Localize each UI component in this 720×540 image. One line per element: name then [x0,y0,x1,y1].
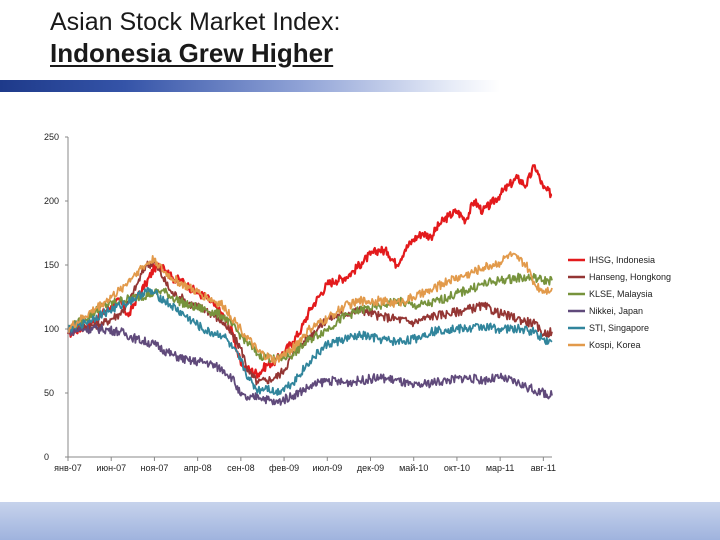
legend-label-4: Nikkei, Japan [589,306,643,316]
x-tick-label: июл-09 [312,463,342,473]
x-tick-label: июн-07 [96,463,126,473]
y-tick-label: 0 [44,452,49,462]
x-tick-label: сен-08 [227,463,254,473]
y-tick-label: 100 [44,324,59,334]
x-tick-label: май-10 [399,463,428,473]
y-tick-label: 200 [44,196,59,206]
legend-label-6: Kospi, Korea [589,340,641,350]
slide-title-line2: Indonesia Grew Higher [50,38,334,68]
series-line-1 [66,164,553,379]
x-tick-label: дек-09 [357,463,384,473]
x-tick-label: апр-08 [184,463,212,473]
series-line-3 [67,272,553,364]
legend-label-2: Hanseng, Hongkong [589,272,671,282]
slide-title-line1: Asian Stock Market Index: [50,8,341,36]
line-chart: 0 50 100 150 200 250 янв-07 июн-07 ноя-07 апр-08 с… [44,132,671,473]
series-line-5 [67,286,553,396]
x-tick-label: фев-09 [269,463,299,473]
legend-label-3: KLSE, Malaysia [589,289,653,299]
x-tick-label: авг-11 [531,463,556,473]
legend-label-1: IHSG, Indonesia [589,255,655,265]
series-line-2 [67,260,553,386]
footer-band [0,502,720,540]
x-tick-label: янв-07 [54,463,82,473]
legend-label-5: STI, Singapore [589,323,649,333]
series-line-6 [67,251,553,365]
axes: 0 50 100 150 200 250 янв-07 июн-07 ноя-07 апр-08 с… [44,132,556,473]
legend: IHSG, Indonesia Hanseng, Hongkong KLSE, Ma… [568,255,671,350]
y-tick-label: 250 [44,132,59,142]
x-tick-label: ноя-07 [140,463,168,473]
plot-area [66,164,553,406]
series-line-4 [67,323,553,406]
title-gradient-rule [0,80,500,92]
x-tick-label: окт-10 [444,463,470,473]
x-tick-label: мар-11 [486,463,515,473]
y-tick-label: 50 [44,388,54,398]
y-tick-label: 150 [44,260,59,270]
